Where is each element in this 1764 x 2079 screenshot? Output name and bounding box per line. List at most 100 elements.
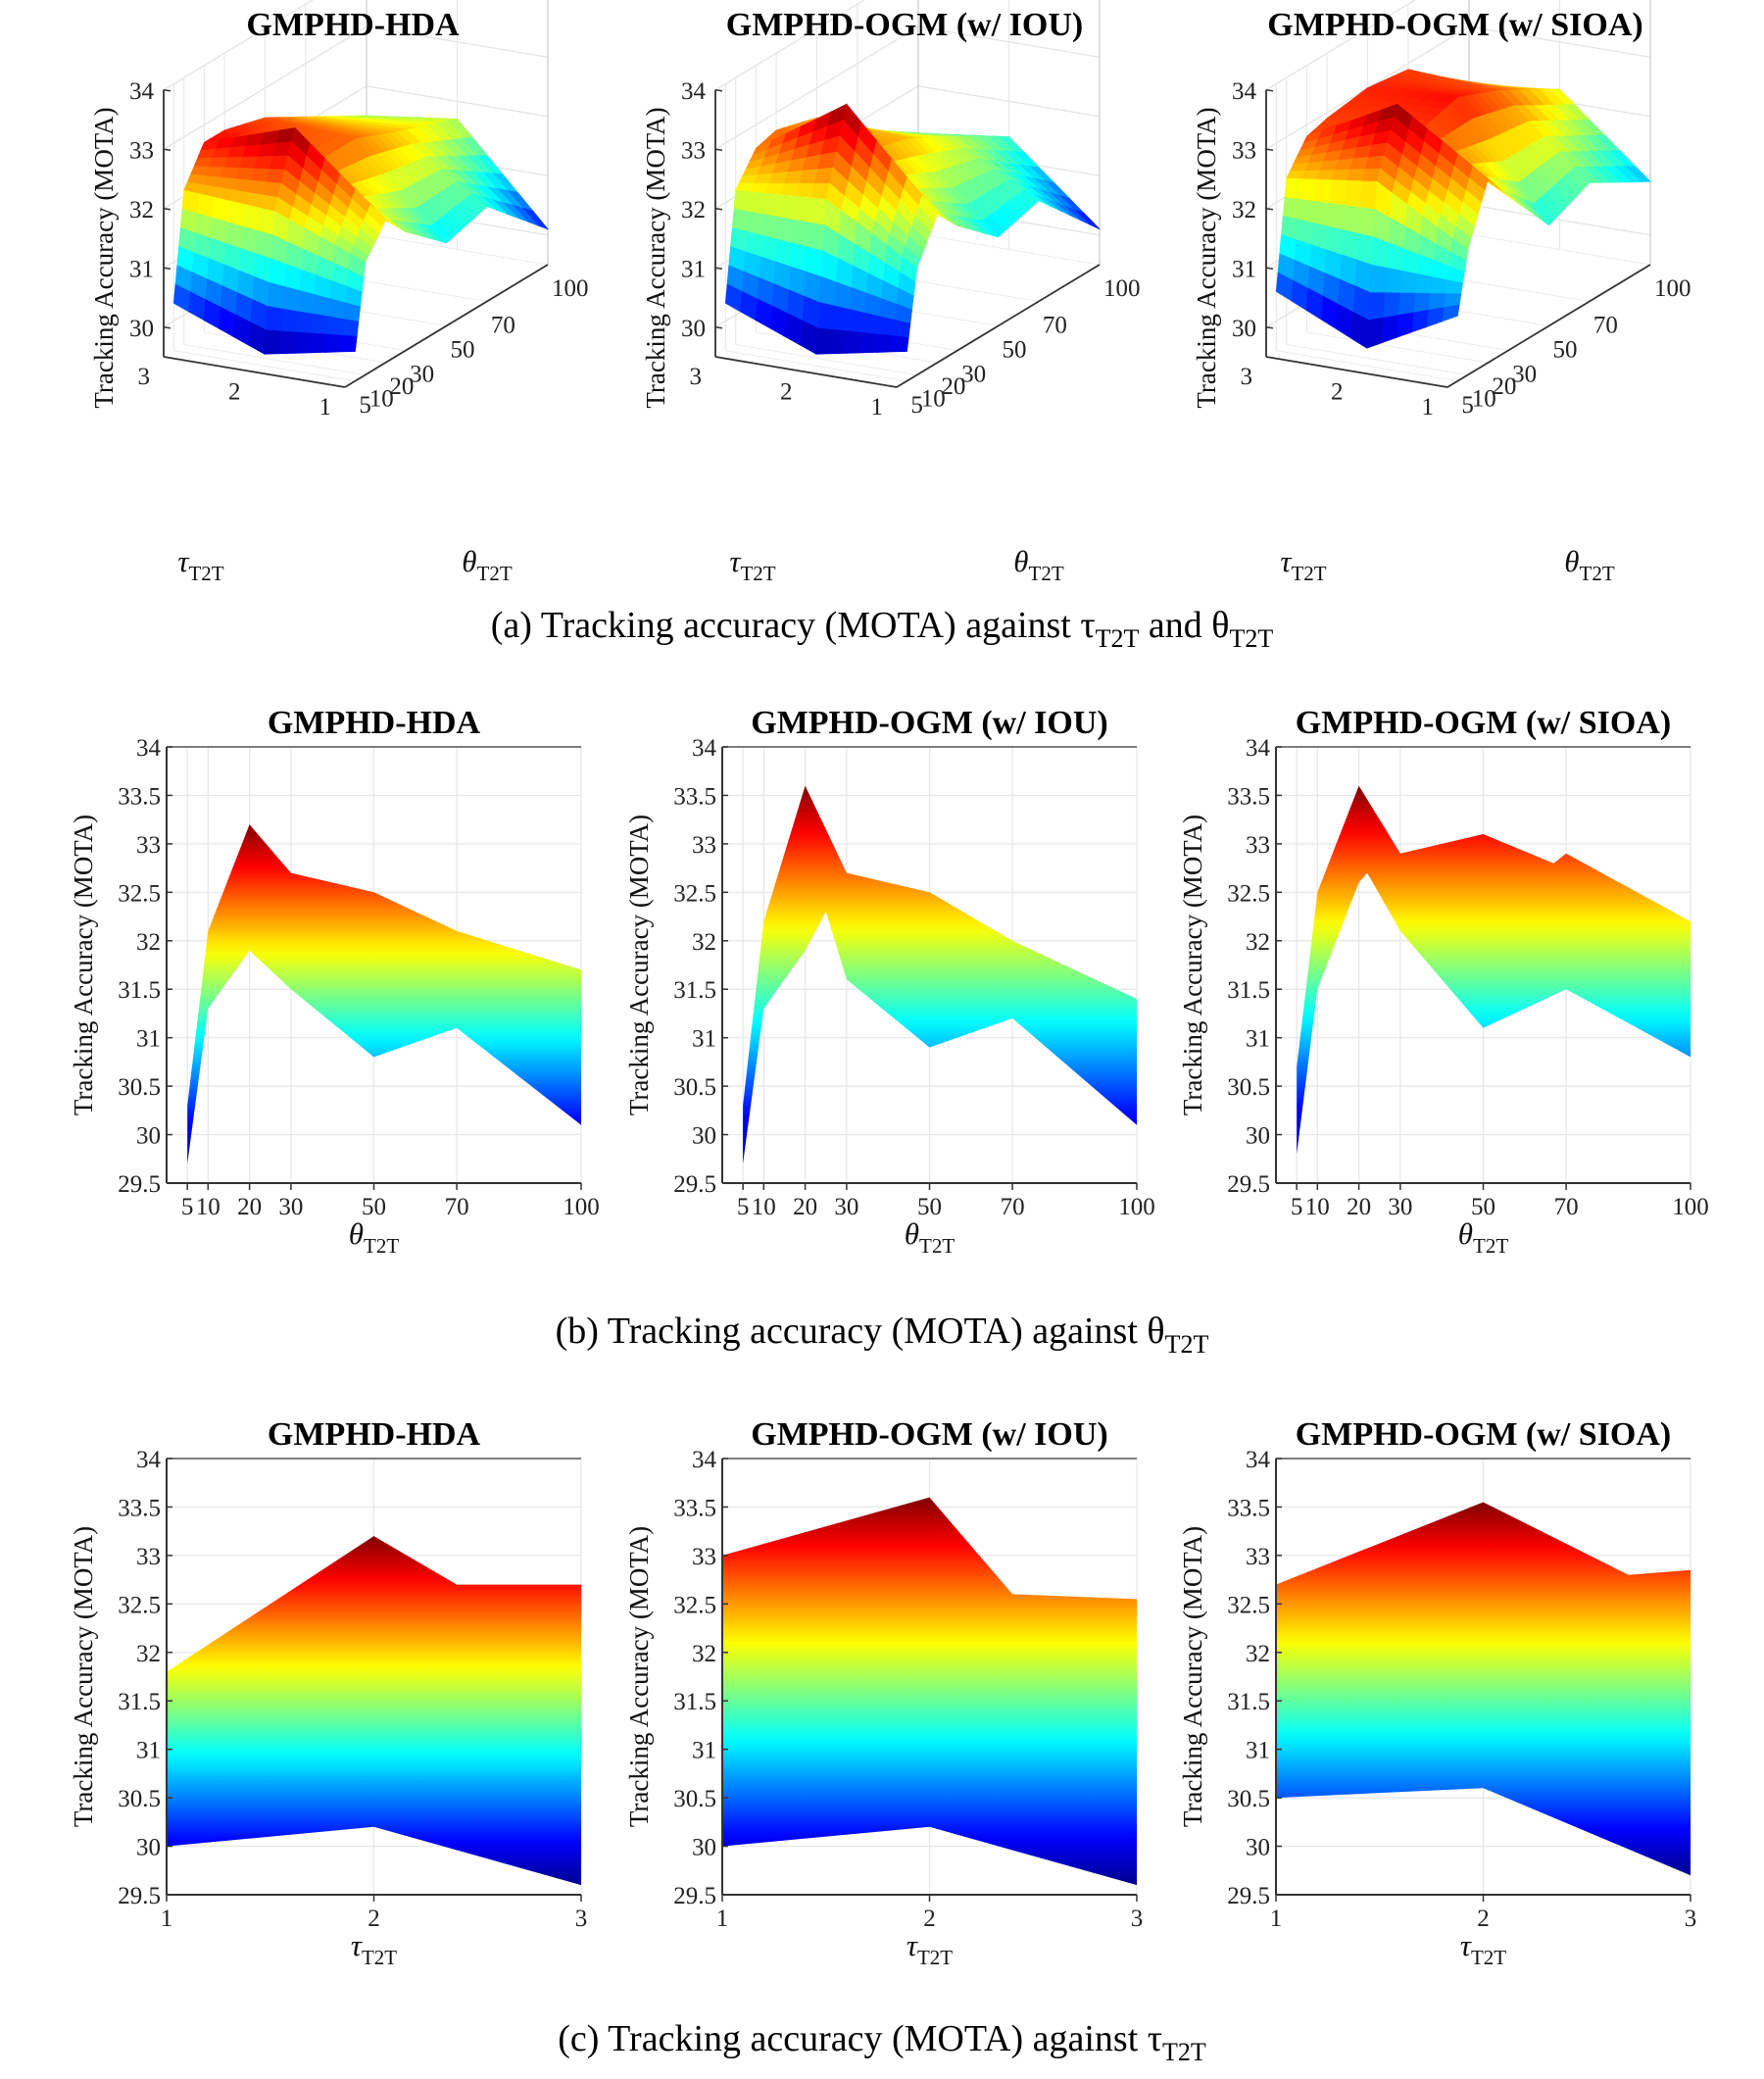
tau-tick-label: 2: [228, 379, 241, 406]
theta-axis-line: [896, 264, 1101, 388]
y-tick-label: 31: [1246, 1026, 1270, 1053]
surface-patch: [846, 330, 864, 354]
chart-b3: 29.5 30 30.5 31 31.5 32 32.5 33 33.5 34 5 10 20 30 50 7…: [1178, 705, 1709, 1258]
z-axis-label: Tracking Accuracy (MOTA): [89, 107, 119, 408]
surface-patch: [280, 308, 299, 333]
caption-c: (c) Tracking accuracy (MOTA) against τT2…: [558, 2018, 1206, 2066]
theta-tick-label: 50: [1003, 337, 1027, 364]
y-tick-label: 33: [136, 1544, 161, 1570]
y-axis-label: Tracking Accuracy (MOTA): [69, 815, 98, 1115]
surface-patch: [748, 191, 766, 216]
theta-tick-label: 50: [451, 337, 475, 364]
surface-patch: [830, 329, 849, 355]
surface-patch: [269, 258, 287, 288]
surface-patch: [1411, 309, 1430, 333]
theta-tick-label: 20: [941, 373, 965, 400]
z-tick-mark: [163, 89, 172, 92]
y-tick-label: 33.5: [118, 1495, 161, 1521]
surface-patch: [311, 313, 329, 335]
z-tick-mark: [1265, 89, 1274, 92]
x-tick-label: 30: [834, 1194, 858, 1220]
floor-grid-theta: [173, 350, 356, 382]
x-axis-label: θT2T: [1458, 1216, 1509, 1258]
z-tick-mark: [714, 326, 723, 329]
y-tick-label: 32.5: [118, 1592, 161, 1618]
surface-patch: [733, 189, 752, 213]
surface-patch: [877, 316, 896, 337]
area-band: [1297, 785, 1690, 1155]
y-tick-label: 33: [1246, 1544, 1270, 1570]
floor-grid-theta: [1286, 344, 1468, 375]
floor-grid-theta: [725, 350, 907, 382]
x-tick-label: 2: [923, 1906, 936, 1932]
caption-b: (b) Tracking accuracy (MOTA) against θT2…: [556, 1311, 1209, 1359]
surface-patch: [893, 320, 911, 338]
y-tick-label: 32: [136, 1641, 161, 1667]
y-tick-label: 32.5: [118, 880, 161, 907]
theta-tick-label: 5: [359, 392, 371, 419]
surface-patch: [1396, 312, 1415, 338]
z-axis-label: Tracking Accuracy (MOTA): [641, 107, 670, 408]
theta-tick-label: 70: [491, 313, 515, 339]
surface-patch: [1371, 236, 1390, 269]
surface-patch: [1356, 232, 1375, 266]
x-tick-label: 10: [752, 1194, 776, 1220]
surface-patch: [763, 192, 782, 219]
x-tick-label: 5: [1291, 1194, 1303, 1220]
tau-tick-label: 3: [690, 364, 703, 390]
chart-c1: 29.5 30 30.5 31 31.5 32 32.5 33 33.5 34 1 2 3 GMPHD-H…: [69, 1416, 587, 1969]
y-tick-label: 33.5: [118, 783, 161, 810]
tau-axis-line: [714, 356, 898, 388]
surface-patch: [862, 312, 881, 335]
y-tick-label: 30: [692, 1835, 716, 1861]
y-tick-label: 29.5: [1227, 1171, 1270, 1198]
y-tick-label: 30: [1246, 1123, 1270, 1150]
chart-title: GMPHD-OGM (w/ SIOA): [1267, 7, 1642, 43]
chart-title: GMPHD-HDA: [246, 7, 460, 43]
theta-tick-label: 30: [410, 362, 434, 388]
tau-axis-line: [1265, 356, 1448, 388]
x-axis-label: τT2T: [906, 1928, 953, 1969]
surface-patch: [264, 329, 282, 355]
y-tick-label: 32.5: [673, 880, 716, 907]
surface-patch: [295, 311, 315, 334]
z-tick-mark: [1265, 326, 1274, 329]
x-axis-label: τT2T: [1460, 1928, 1506, 1969]
y-tick-label: 31: [692, 1026, 716, 1053]
surface-patch: [807, 222, 825, 252]
chart-b2: 29.5 30 30.5 31 31.5 32 32.5 33 33.5 34 5 10 20 30 50 7…: [624, 705, 1155, 1258]
grid-line-z: [714, 25, 1101, 150]
surface-patch: [1282, 196, 1300, 221]
y-tick-label: 32: [692, 1641, 716, 1667]
y-tick-label: 30: [136, 1123, 161, 1150]
surface-patch: [324, 333, 343, 353]
x-tick-label: 50: [362, 1194, 386, 1220]
surface-patch: [808, 197, 827, 226]
surface-patch: [777, 217, 796, 244]
y-axis-label: Tracking Accuracy (MOTA): [69, 1526, 98, 1827]
surface-patch: [266, 306, 284, 332]
z-tick-mark: [714, 267, 723, 270]
y-tick-label: 34: [136, 1447, 162, 1473]
y-tick-label: 31: [136, 1738, 161, 1764]
x-axis-label: θT2T: [349, 1216, 400, 1258]
floor-grid-theta: [1306, 331, 1489, 364]
surface-patch: [815, 327, 834, 355]
x-tick-label: 2: [368, 1906, 380, 1932]
surface-patch: [1381, 315, 1399, 344]
area-band: [743, 785, 1137, 1164]
y-tick-label: 30: [1246, 1835, 1270, 1861]
y-tick-label: 30.5: [1227, 1074, 1270, 1101]
y-tick-label: 31: [1246, 1738, 1270, 1764]
surface-patch: [278, 330, 297, 355]
theta-tick-label: 5: [1461, 392, 1474, 419]
tau-axis-line: [163, 356, 346, 388]
theta-tick-label: 70: [1593, 313, 1618, 339]
theta-tick-label: 100: [1654, 275, 1691, 302]
surface-patch: [847, 309, 865, 334]
z-tick-mark: [163, 326, 172, 329]
y-tick-label: 30.5: [673, 1786, 716, 1812]
x-axis-label: θT2T: [905, 1216, 956, 1258]
z-tick-label: 33: [681, 137, 706, 164]
x-tick-label: 1: [161, 1906, 173, 1932]
